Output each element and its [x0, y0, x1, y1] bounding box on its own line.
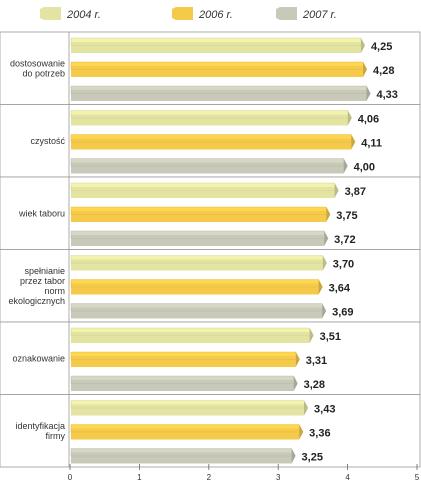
bar: [70, 37, 366, 53]
bar: [70, 375, 298, 391]
legend-swatch: [40, 7, 61, 20]
data-label: 3,25: [302, 452, 323, 464]
bar: [70, 351, 301, 367]
data-label: 3,51: [320, 331, 341, 343]
category-label: wiek taboru: [18, 208, 65, 218]
x-tick-label: 5: [415, 473, 420, 480]
bar: [70, 206, 331, 222]
bar: [70, 448, 296, 464]
legend-item-3: 2007 r.: [276, 7, 337, 21]
data-label: 3,28: [304, 379, 325, 391]
chart-bars: 4,25 4,28 4,33 4,06 4,11 4,00 3,87 3,75 3,72 3,70…: [70, 37, 398, 464]
data-label: 3,36: [309, 428, 330, 440]
data-label: 3,69: [332, 307, 353, 319]
legend-swatch: [172, 7, 193, 20]
bar: [70, 424, 304, 440]
bar: [70, 279, 323, 295]
data-label: 4,11: [361, 138, 382, 150]
data-label: 4,00: [354, 162, 375, 174]
legend-label: 2007 r.: [302, 9, 337, 21]
data-label: 3,72: [334, 234, 355, 246]
x-tick-label: 1: [137, 473, 142, 480]
bar: [70, 158, 348, 174]
chart-legend: 2004 r. 2006 r. 2007 r.: [40, 7, 337, 21]
category-label: dostosowanie do potrzeb: [10, 58, 65, 78]
legend-item-1: 2004 r.: [40, 7, 101, 21]
bar: [70, 327, 314, 343]
x-tick-label: 2: [207, 473, 212, 480]
legend-item-2: 2006 r.: [172, 7, 233, 21]
bar: [70, 61, 368, 77]
bar: [70, 230, 329, 246]
x-axis: 0 1 2 3 4 5: [68, 464, 420, 480]
bar: [70, 110, 353, 126]
bar: [70, 255, 328, 271]
data-label: 4,06: [358, 114, 379, 126]
data-label: 3,31: [306, 355, 327, 367]
data-label: 3,75: [336, 210, 357, 222]
legend-swatch: [276, 7, 297, 20]
bar: [70, 400, 309, 416]
category-label: spełnianie przez tabor norm ekologicznych: [8, 266, 65, 306]
x-tick-label: 0: [68, 473, 73, 480]
bar: [70, 182, 339, 198]
data-label: 4,25: [371, 41, 392, 53]
x-tick-label: 4: [345, 473, 350, 480]
x-tick-label: 3: [276, 473, 281, 480]
data-label: 3,70: [333, 259, 354, 271]
category-label: czystość: [30, 136, 65, 146]
data-label: 4,33: [377, 89, 398, 101]
bar: [70, 134, 356, 150]
data-label: 3,87: [345, 186, 366, 198]
legend-label: 2004 r.: [66, 9, 101, 21]
bar: [70, 303, 327, 319]
legend-label: 2006 r.: [198, 9, 233, 21]
category-label: identyfikacja firmy: [15, 421, 65, 441]
data-label: 4,28: [373, 65, 394, 77]
bar: [70, 85, 371, 101]
data-label: 3,64: [329, 283, 351, 295]
data-label: 3,43: [314, 404, 335, 416]
category-label: oznakowanie: [12, 353, 65, 363]
